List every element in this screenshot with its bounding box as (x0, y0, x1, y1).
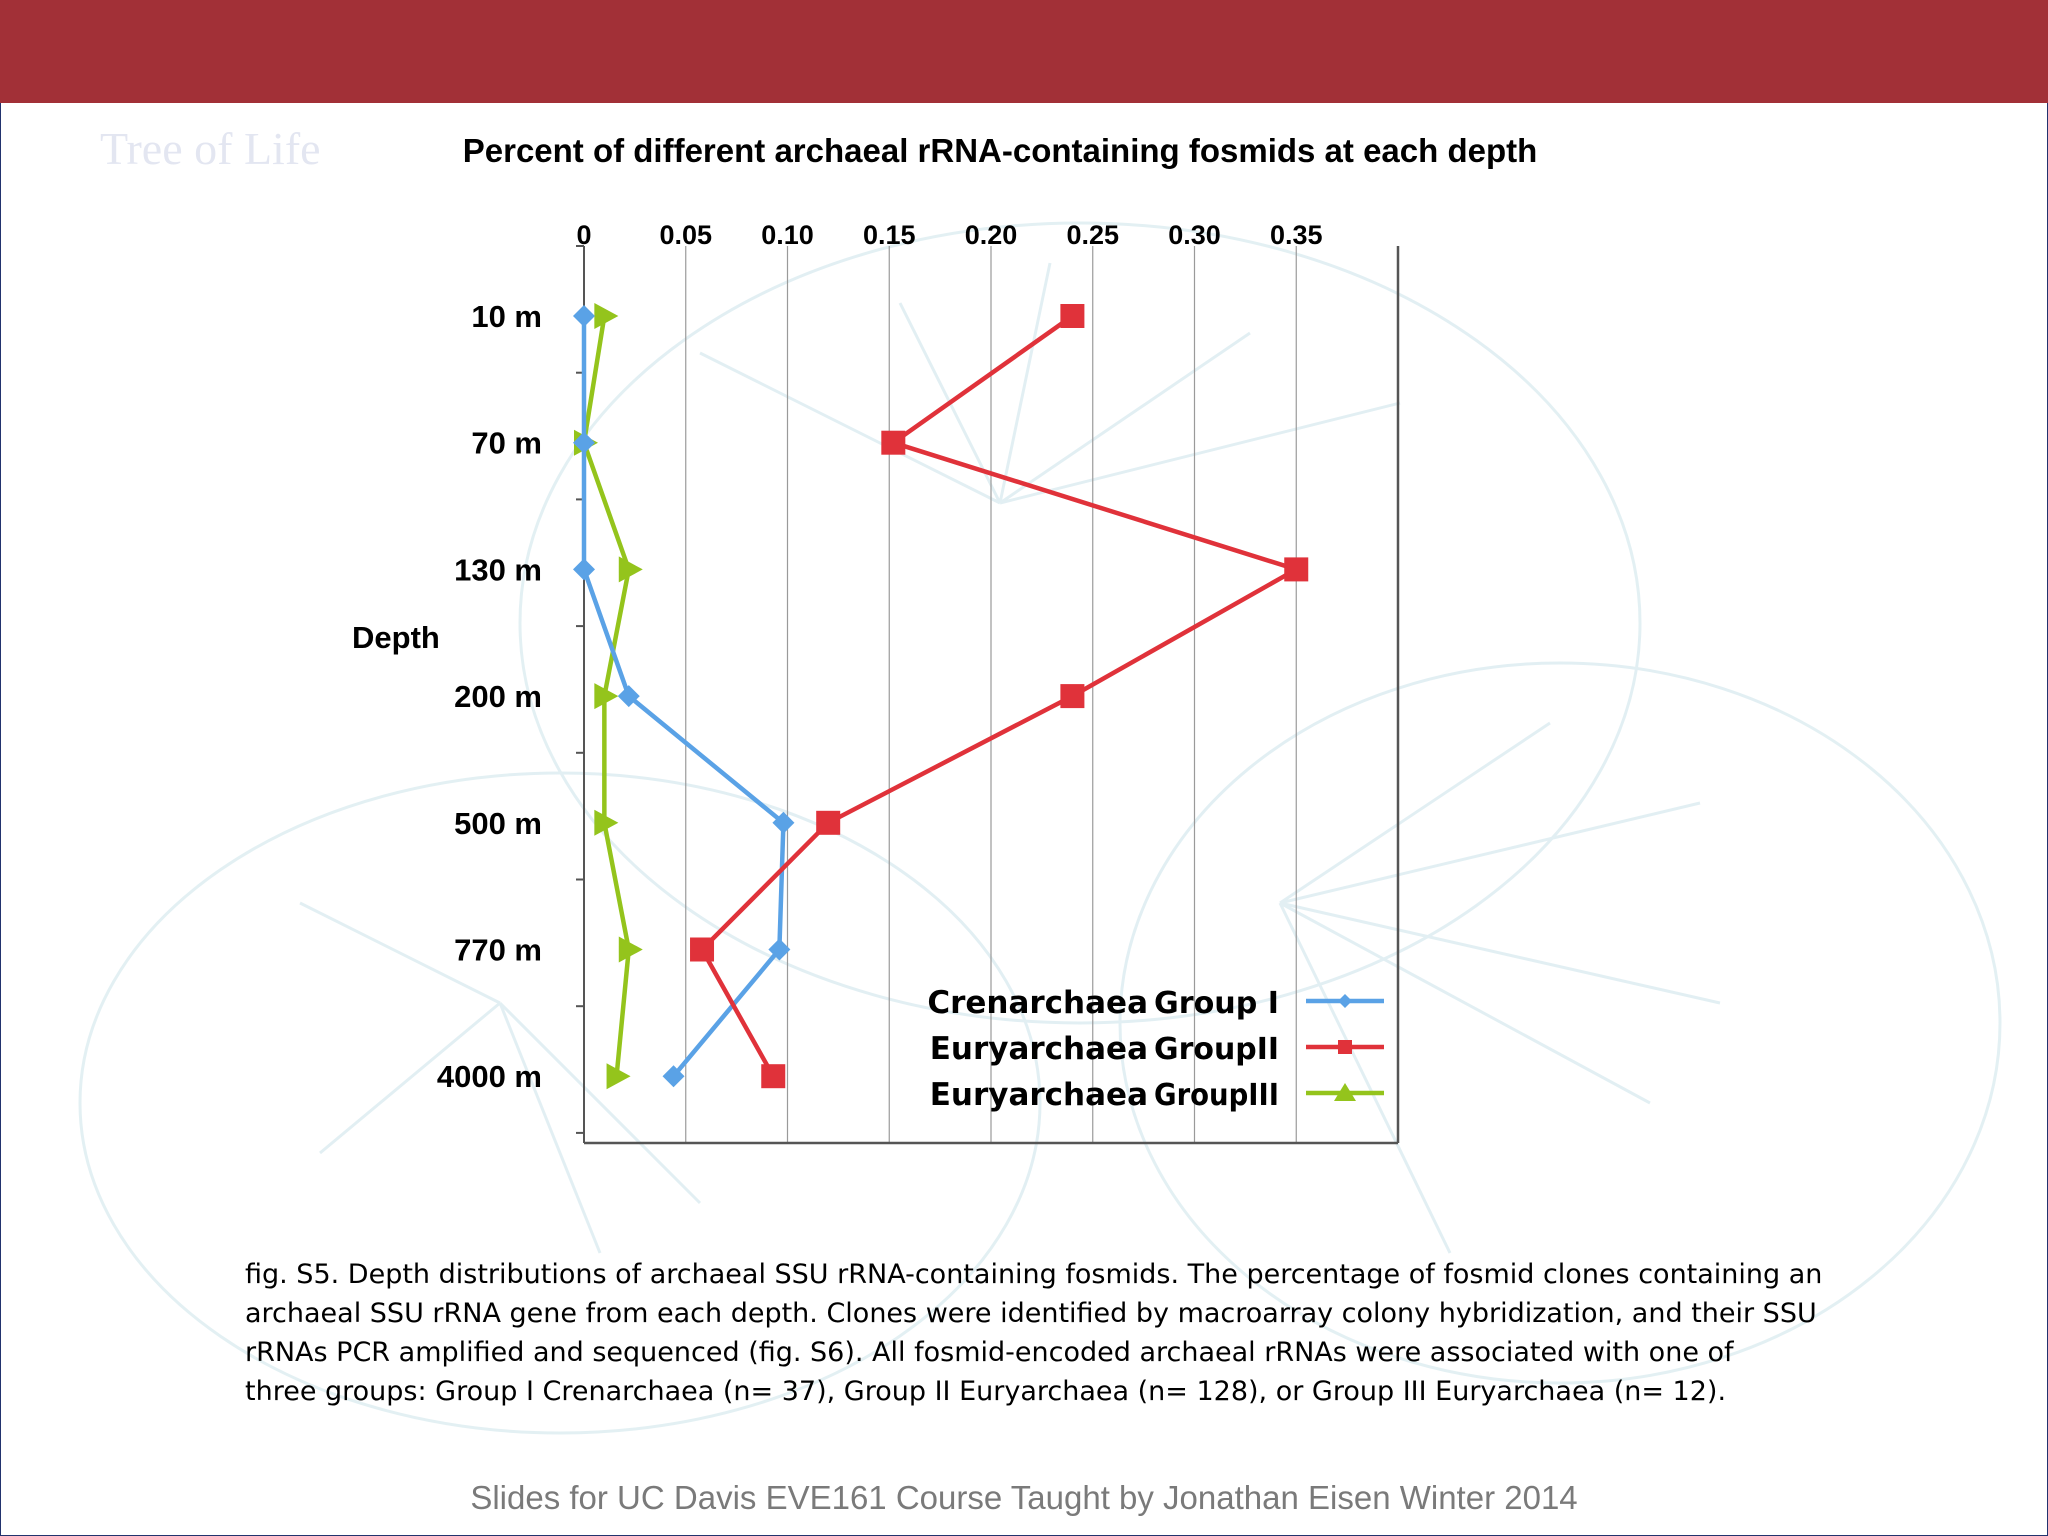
data-point (573, 305, 595, 327)
caption-line: three groups: Group I Crenarchaea (n= 37… (245, 1376, 1727, 1407)
caption-line: fig. S5. Depth distributions of archaeal… (245, 1259, 1823, 1290)
data-point (606, 1063, 631, 1090)
x-tick-label: 0.20 (965, 220, 1018, 250)
y-category-label: 10 m (471, 299, 542, 334)
series-line (699, 314, 1302, 1078)
data-point (573, 431, 595, 454)
data-point (594, 683, 619, 710)
data-point (573, 558, 595, 581)
legend-label-group: Crenarchaea (927, 985, 1148, 1021)
data-point (690, 937, 715, 962)
chart-title: Percent of different archaeal rRNA-conta… (462, 132, 1538, 169)
x-tick-label: 0.30 (1168, 220, 1221, 250)
data-point (662, 1065, 685, 1088)
legend-marker (1338, 994, 1352, 1008)
legend-marker (1334, 1083, 1356, 1101)
legend-marker (1338, 1040, 1352, 1054)
data-point (772, 811, 795, 834)
data-point (1060, 684, 1085, 709)
legend-label-subgroup: GroupII (1154, 1032, 1279, 1067)
y-category-label: 4000 m (437, 1059, 542, 1094)
y-category-label: 200 m (454, 679, 542, 714)
data-point (1060, 304, 1085, 328)
figure-caption: fig. S5. Depth distributions of archaeal… (245, 1255, 1865, 1411)
y-category-label: 500 m (454, 806, 542, 841)
x-tick-label: 0 (576, 220, 591, 250)
x-tick-label: 0.10 (761, 220, 814, 250)
data-point (617, 685, 640, 708)
y-category-label: 70 m (471, 426, 542, 461)
caption-line: rRNAs PCR amplified and sequenced (fig. … (245, 1337, 1734, 1368)
data-point (1284, 557, 1309, 582)
data-point (761, 1064, 786, 1089)
data-point (594, 303, 619, 329)
y-category-label: 130 m (454, 552, 542, 587)
y-axis-label: Depth (352, 620, 440, 655)
caption-line: archaeal SSU rRNA gene from each depth. … (245, 1298, 1817, 1329)
x-tick-label: 0.15 (863, 220, 916, 250)
legend-label-subgroup: Group I (1154, 986, 1279, 1021)
data-point (618, 556, 643, 583)
background-tree-illustration (78, 221, 2002, 1435)
y-category-label: 770 m (454, 933, 542, 968)
data-point (594, 809, 619, 836)
legend-label-group: Euryarchaea (930, 1031, 1148, 1067)
data-point (618, 936, 643, 963)
data-point (816, 810, 841, 835)
header-bar (0, 0, 2048, 103)
data-point (768, 938, 791, 961)
background-heading: Tree of Life (100, 123, 321, 174)
legend-label-group: Euryarchaea (930, 1077, 1148, 1113)
legend-label-subgroup: GroupIII (1154, 1078, 1279, 1113)
x-tick-label: 0.05 (659, 220, 712, 250)
footer-credit: Slides for UC Davis EVE161 Course Taught… (470, 1479, 1578, 1516)
data-point (881, 430, 906, 455)
x-tick-label: 0.25 (1066, 220, 1119, 250)
x-tick-label: 0.35 (1270, 220, 1323, 250)
